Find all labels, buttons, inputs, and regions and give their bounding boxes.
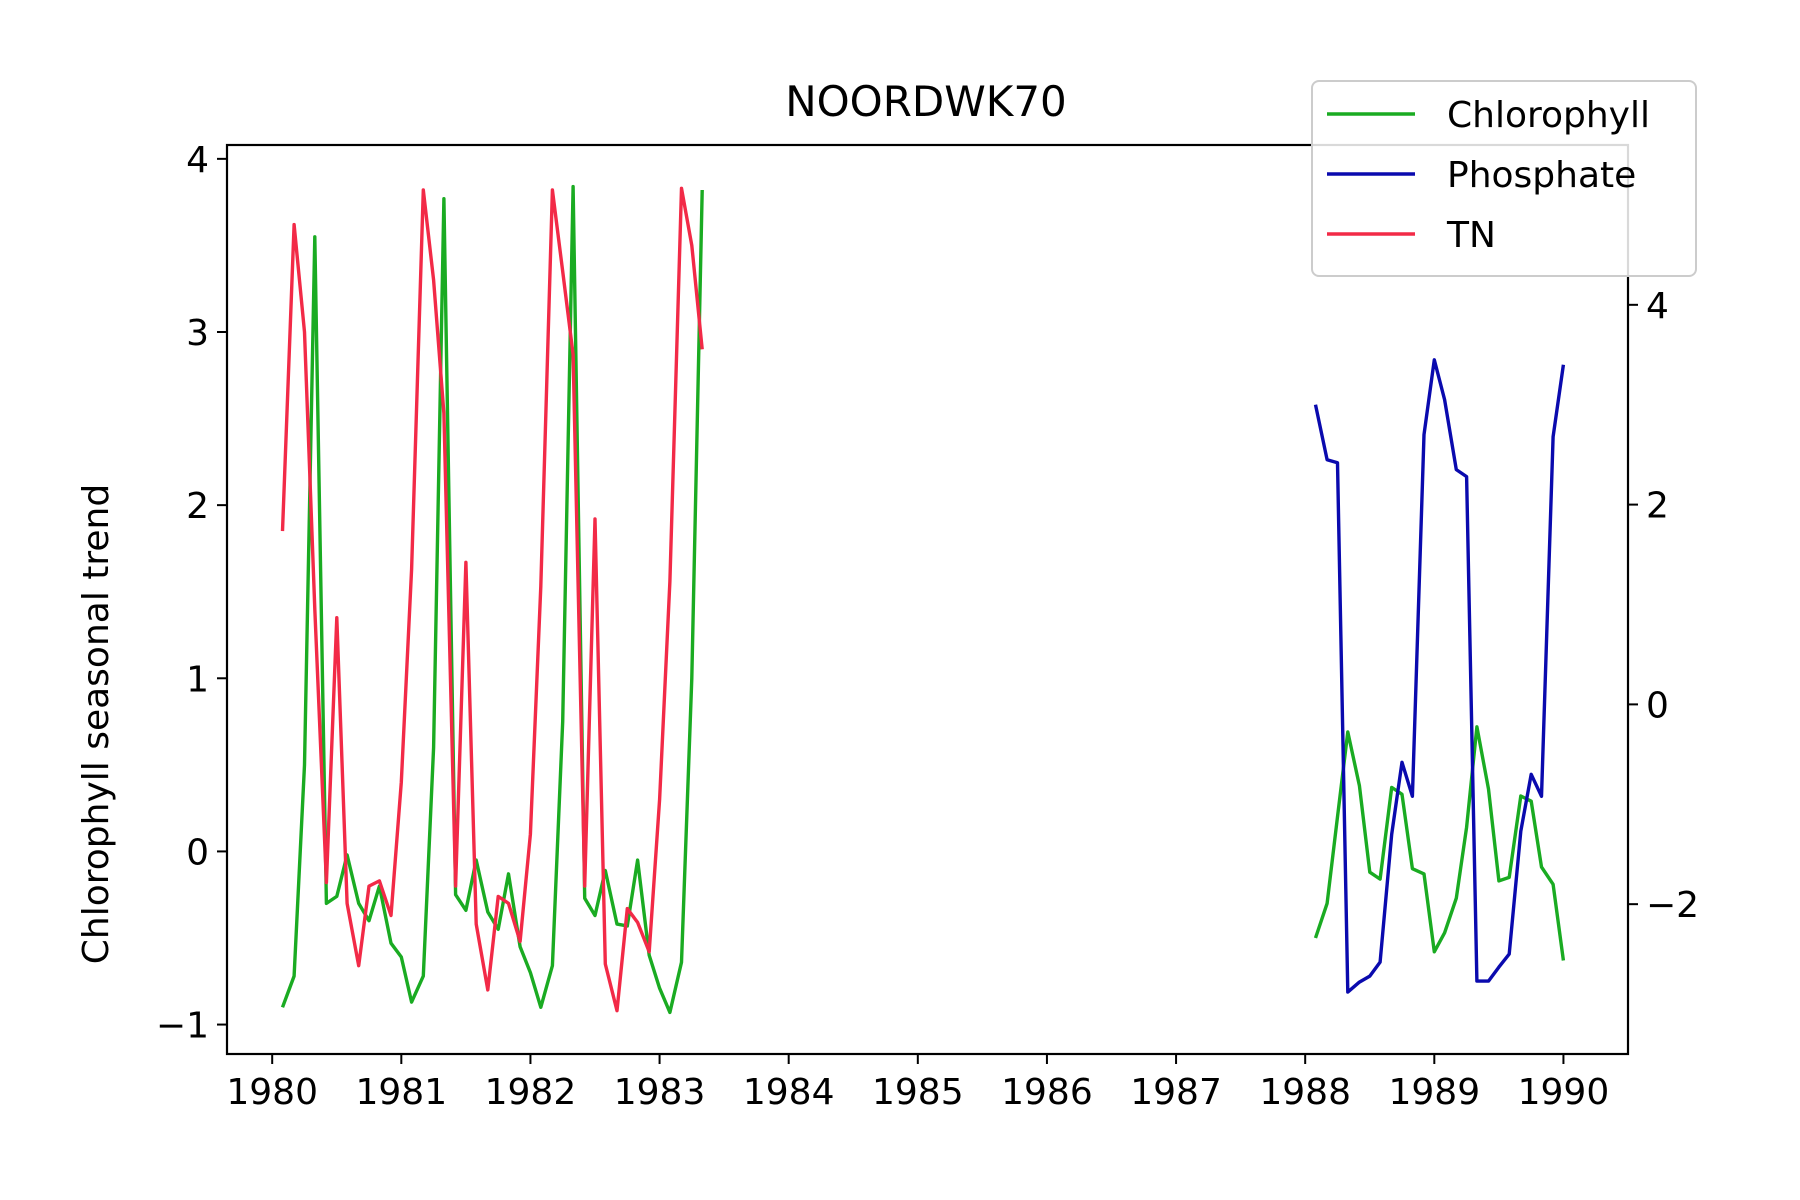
plot-area (225, 143, 1630, 1056)
legend-label-tn: TN (1446, 215, 1496, 256)
legend: Chlorophyll Phosphate TN (1311, 80, 1697, 277)
y-tick-label: 2 (186, 486, 209, 527)
chart-title: NOORDWK70 (785, 77, 1067, 126)
legend-label-chlorophyll: Chlorophyll (1447, 95, 1650, 136)
y-right-tick-label: 2 (1646, 486, 1669, 527)
x-tick-label: 1982 (485, 1072, 577, 1113)
y-axis-label: Chlorophyll seasonal trend (76, 484, 117, 964)
x-tick-label: 1985 (872, 1072, 964, 1113)
y-right-tick-label: −2 (1646, 885, 1699, 926)
legend-label-phosphate: Phosphate (1447, 155, 1636, 196)
y-tick-label: −1 (156, 1006, 209, 1047)
y-tick-label: 4 (186, 140, 209, 181)
x-tick-label: 1988 (1259, 1072, 1351, 1113)
x-tick-label: 1983 (614, 1072, 706, 1113)
x-tick-label: 1986 (1001, 1072, 1093, 1113)
legend-box (1311, 80, 1697, 277)
x-axis: 1980 1981 1982 1983 1984 1985 1986 1987 1988 1989… (226, 1054, 1609, 1113)
y-tick-label: 0 (186, 832, 209, 873)
plot-frame (225, 143, 1630, 1056)
y-right-tick-label: 0 (1646, 685, 1669, 726)
chlorophyll-line-segment-2 (1313, 725, 1566, 961)
y-axis-right: −2 0 2 4 (1628, 286, 1699, 926)
x-tick-label: 1987 (1130, 1072, 1222, 1113)
x-tick-label: 1990 (1518, 1072, 1610, 1113)
x-tick-label: 1989 (1389, 1072, 1481, 1113)
x-tick-label: 1984 (743, 1072, 835, 1113)
x-tick-label: 1981 (356, 1072, 448, 1113)
x-tick-label: 1980 (226, 1072, 318, 1113)
y-right-tick-label: 4 (1646, 286, 1669, 327)
y-tick-label: 1 (186, 659, 209, 700)
y-tick-label: 3 (186, 313, 209, 354)
phosphate-line-segment-1 (1313, 358, 1566, 994)
y-axis: −1 0 1 2 3 4 (156, 140, 227, 1047)
tn-line-segment-1 (280, 186, 704, 1013)
chlorophyll-line-segment-1 (280, 184, 704, 1015)
